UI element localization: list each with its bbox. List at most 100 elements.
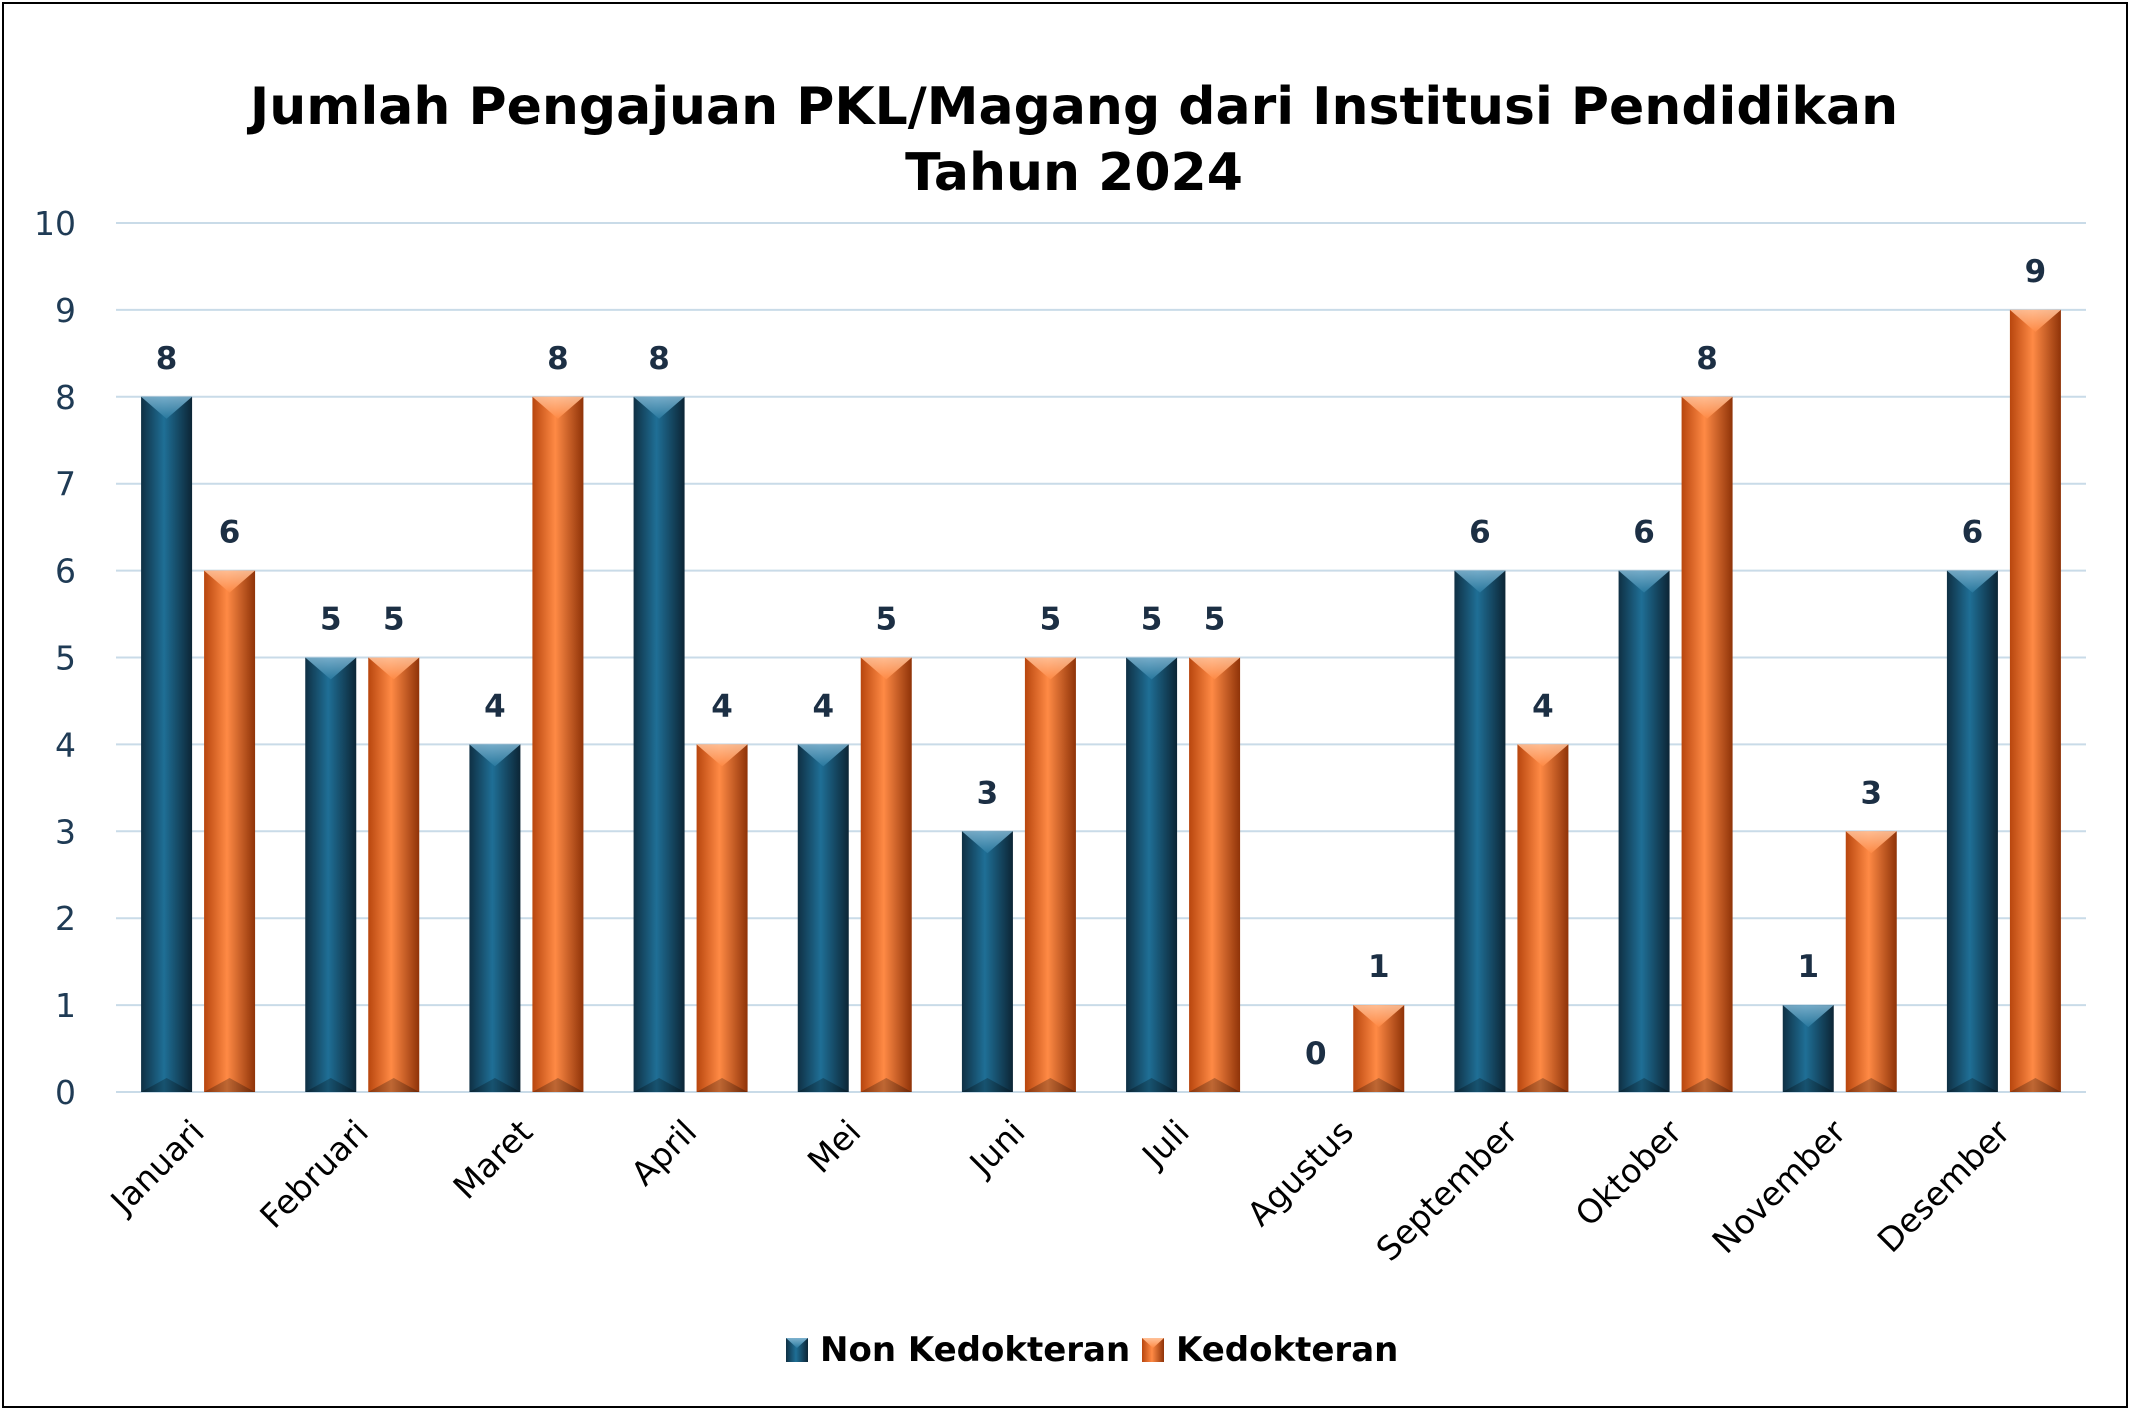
bar: [961, 831, 1013, 1092]
bar-bevel-top: [532, 396, 584, 419]
bar: [469, 744, 521, 1092]
data-label: 5: [875, 602, 897, 638]
data-label: 5: [1040, 602, 1062, 638]
bar: [2009, 309, 2061, 1092]
bar-body: [1845, 831, 1897, 1092]
bar-bevel-bottom: [469, 1078, 521, 1092]
x-tick-label: Maret: [445, 1112, 540, 1207]
bar-bevel-top: [1024, 657, 1076, 680]
x-tick-label: Juli: [1133, 1112, 1197, 1176]
y-tick-label: 8: [55, 378, 76, 417]
x-tick-label: September: [1369, 1112, 1526, 1269]
bar: [860, 657, 912, 1092]
bar: [1845, 831, 1897, 1092]
data-labels: 8 6 5 5 4 8 8 4 4 5 3 5 5 5 0 1 6 4 6 8 1 3 6 9: [156, 254, 2046, 1072]
bar-chart: Jumlah Pengajuan PKL/Magang dari Institu…: [34, 77, 2086, 1370]
data-label: 5: [320, 602, 342, 638]
bar-bevel-top: [1782, 1005, 1834, 1028]
bar-body: [1681, 396, 1733, 1092]
data-label: 9: [2025, 254, 2047, 290]
data-label: 5: [1141, 602, 1163, 638]
y-tick-label: 0: [55, 1073, 76, 1112]
legend-item: Non Kedokteran: [786, 1330, 1130, 1370]
bar-bevel-bottom: [1618, 1078, 1670, 1092]
bar-body: [1946, 570, 1998, 1092]
bar-bevel-bottom: [1454, 1078, 1506, 1092]
legend-swatch-bevel: [786, 1338, 808, 1348]
bar-bevel-bottom: [141, 1078, 193, 1092]
x-tick-label: Januari: [102, 1112, 212, 1222]
bar-body: [204, 570, 256, 1092]
data-label: 4: [1532, 688, 1554, 724]
bar: [1454, 570, 1506, 1092]
bar-body: [961, 831, 1013, 1092]
x-tick-label: Agustus: [1240, 1112, 1361, 1233]
bar-body: [860, 657, 912, 1092]
bar-bevel-bottom: [1024, 1078, 1076, 1092]
legend: Non Kedokteran Kedokteran: [786, 1330, 1398, 1370]
chart-title: Jumlah Pengajuan PKL/Magang dari Institu…: [247, 77, 1898, 203]
bars: [141, 309, 2061, 1092]
bar-bevel-top: [797, 744, 849, 767]
bar: [696, 744, 748, 1092]
bar: [797, 744, 849, 1092]
bar-body: [469, 744, 521, 1092]
y-tick-label: 9: [55, 291, 76, 330]
bar-bevel-top: [860, 657, 912, 680]
legend-label: Kedokteran: [1176, 1330, 1398, 1370]
data-label: 6: [1469, 515, 1491, 551]
data-label: 8: [547, 341, 569, 377]
bar: [1353, 1005, 1405, 1092]
bar-bevel-top: [1353, 1005, 1405, 1028]
bar-body: [368, 657, 420, 1092]
bar: [1782, 1005, 1834, 1092]
bar-body: [797, 744, 849, 1092]
bar-bevel-bottom: [1946, 1078, 1998, 1092]
x-tick-label: Februari: [252, 1112, 376, 1236]
bar-bevel-top: [633, 396, 685, 419]
bar: [1024, 657, 1076, 1092]
bar-bevel-bottom: [1782, 1078, 1834, 1092]
data-label: 1: [1368, 949, 1390, 985]
bar: [204, 570, 256, 1092]
bar-bevel-top: [305, 657, 357, 680]
chart-title-line: Tahun 2024: [905, 143, 1243, 203]
data-label: 8: [648, 341, 670, 377]
bar-body: [1126, 657, 1178, 1092]
data-label: 4: [711, 688, 733, 724]
bar-bevel-top: [368, 657, 420, 680]
bar: [1618, 570, 1670, 1092]
bar-body: [305, 657, 357, 1092]
legend-swatch: [1142, 1338, 1164, 1362]
bar: [305, 657, 357, 1092]
data-label: 0: [1305, 1036, 1327, 1072]
bar-bevel-bottom: [1189, 1078, 1241, 1092]
bar-bevel-bottom: [961, 1078, 1013, 1092]
bar-bevel-bottom: [204, 1078, 256, 1092]
data-label: 6: [219, 515, 241, 551]
bar-bevel-top: [961, 831, 1013, 854]
bar-bevel-top: [1517, 744, 1569, 767]
x-tick-label: Oktober: [1568, 1112, 1690, 1234]
bar-bevel-bottom: [2009, 1078, 2061, 1092]
x-tick-label: April: [623, 1112, 704, 1193]
bar-bevel-bottom: [633, 1078, 685, 1092]
bar: [1946, 570, 1998, 1092]
bar-bevel-bottom: [696, 1078, 748, 1092]
gridlines: [116, 222, 2086, 1093]
legend-swatch: [786, 1338, 808, 1362]
legend-item: Kedokteran: [1142, 1330, 1398, 1370]
bar-bevel-top: [1126, 657, 1178, 680]
legend-label: Non Kedokteran: [820, 1330, 1130, 1370]
y-tick-label: 1: [55, 986, 76, 1025]
bar-bevel-top: [1681, 396, 1733, 419]
y-axis-ticks: 0 1 2 3 4 5 6 7 8 9 10: [34, 204, 76, 1112]
y-tick-label: 4: [55, 725, 76, 764]
bar-bevel-bottom: [1517, 1078, 1569, 1092]
legend-swatch-bevel: [1142, 1338, 1164, 1348]
bar-body: [1618, 570, 1670, 1092]
y-tick-label: 7: [55, 465, 76, 504]
bar-body: [1024, 657, 1076, 1092]
bar-bevel-top: [469, 744, 521, 767]
bar: [1517, 744, 1569, 1092]
